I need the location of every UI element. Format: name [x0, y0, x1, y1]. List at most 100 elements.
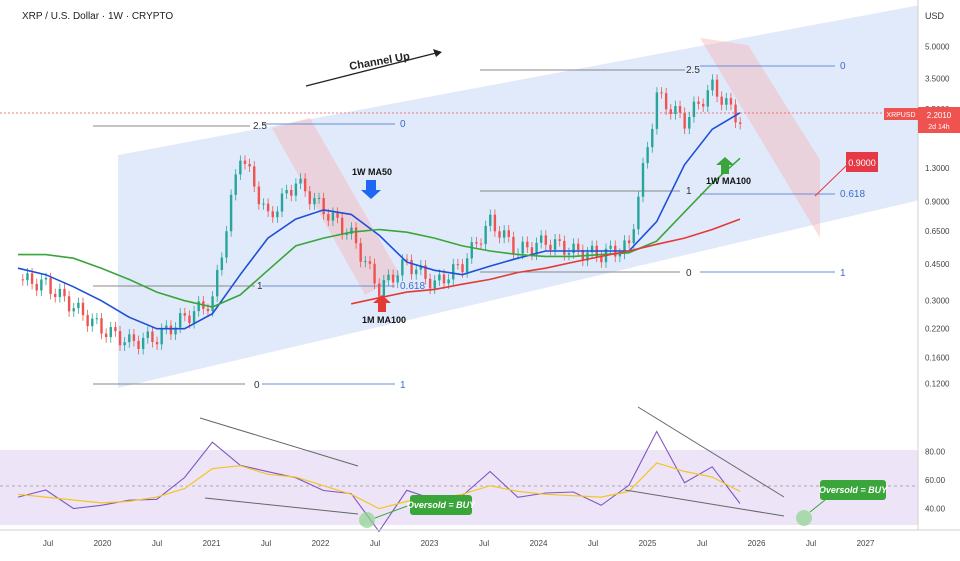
candle-87 [424, 265, 427, 279]
time-tick-1: 2020 [94, 539, 112, 548]
time-tick-13: 2026 [748, 539, 766, 548]
candle-21 [118, 331, 122, 346]
candle-36 [188, 315, 191, 323]
candle-94 [456, 264, 460, 266]
candle-150 [715, 79, 719, 97]
candle-43 [220, 257, 224, 271]
candle-131 [627, 240, 631, 244]
rsi-tick-1: 60.00 [925, 476, 946, 485]
price-tick-8: 0.2200 [925, 325, 950, 334]
series-line-3 [351, 218, 741, 305]
candle-83 [405, 259, 409, 261]
candle-20 [114, 327, 117, 332]
rsi-tick-2: 40.00 [925, 505, 946, 514]
candle-109 [526, 241, 529, 248]
candle-114 [549, 244, 552, 250]
time-axis-ticks: Jul 2020 Jul 2021 Jul 2022 Jul 2023 Jul 2024 Jul 20… [43, 539, 875, 548]
candle-51 [257, 186, 261, 205]
candle-78 [382, 280, 386, 297]
candle-123 [590, 245, 594, 253]
candle-147 [701, 103, 705, 107]
candle-116 [558, 239, 561, 241]
candle-50 [253, 166, 256, 187]
oversold-label-1: Oversold = BUY [407, 500, 476, 510]
candle-22 [123, 342, 126, 346]
candle-18 [104, 333, 108, 338]
candle-24 [132, 334, 136, 341]
svg-text:1: 1 [257, 281, 263, 292]
candle-143 [683, 112, 686, 129]
candle-2 [30, 273, 34, 284]
candle-89 [433, 280, 436, 289]
candle-23 [128, 334, 131, 343]
candle-102 [493, 214, 497, 232]
candle-129 [618, 253, 622, 257]
ma100w-label: 1W MA100 [706, 176, 751, 186]
candle-8 [58, 288, 62, 297]
candle-1 [26, 273, 29, 281]
candle-46 [234, 174, 237, 195]
candle-25 [137, 340, 140, 349]
candle-42 [216, 270, 219, 297]
candle-19 [109, 327, 112, 338]
svg-text:0.618: 0.618 [400, 281, 425, 292]
ma100m-label: 1M MA100 [362, 315, 406, 325]
candle-93 [452, 264, 455, 280]
candle-141 [674, 106, 677, 114]
candle-5 [44, 277, 48, 280]
channel-up-band [118, 5, 920, 388]
candle-3 [35, 283, 38, 291]
candle-119 [572, 243, 575, 254]
rsi-line-1 [17, 462, 741, 510]
candle-74 [364, 261, 367, 263]
candle-151 [720, 96, 723, 105]
candle-72 [354, 227, 358, 244]
time-tick-14: Jul [806, 539, 816, 548]
symbol-label: XRPUSD [886, 112, 915, 119]
candle-115 [553, 239, 557, 250]
candle-101 [489, 214, 492, 226]
candle-71 [350, 227, 353, 234]
candle-99 [479, 243, 483, 245]
candle-146 [697, 101, 700, 104]
oversold-box-2 [820, 480, 886, 500]
candle-52 [262, 203, 265, 205]
candle-12 [77, 302, 80, 309]
price-tick-4: 0.9000 [925, 197, 950, 206]
svg-text:0: 0 [686, 268, 692, 279]
candle-44 [225, 231, 228, 258]
ma50-label: 1W MA50 [352, 167, 392, 177]
time-tick-15: 2027 [857, 539, 875, 548]
candle-13 [81, 302, 85, 316]
candle-118 [567, 253, 571, 255]
candle-130 [623, 240, 626, 254]
oversold-marker-1 [359, 512, 375, 528]
candle-91 [442, 274, 446, 284]
candle-66 [327, 214, 330, 221]
candle-58 [290, 190, 293, 196]
candle-17 [100, 318, 103, 334]
candle-11 [72, 308, 75, 312]
candle-84 [410, 259, 413, 275]
candle-57 [285, 190, 288, 194]
candle-69 [340, 217, 344, 235]
svg-text:1: 1 [400, 380, 406, 391]
candle-138 [660, 92, 663, 94]
candle-40 [206, 308, 210, 312]
candle-64 [317, 198, 321, 200]
candle-113 [544, 235, 548, 245]
current-price: 2.2010 [927, 111, 952, 120]
candle-68 [336, 212, 339, 218]
candle-80 [391, 274, 395, 283]
candle-136 [651, 128, 654, 148]
price-tick-3: 1.3000 [925, 164, 950, 173]
svg-text:1: 1 [840, 268, 846, 279]
time-tick-0: Jul [43, 539, 53, 548]
candle-33 [174, 327, 177, 335]
candle-31 [165, 325, 168, 329]
ma50-arrow [361, 180, 381, 199]
candle-85 [415, 269, 418, 275]
price-candles [21, 74, 742, 355]
symbol-badge [884, 108, 918, 120]
